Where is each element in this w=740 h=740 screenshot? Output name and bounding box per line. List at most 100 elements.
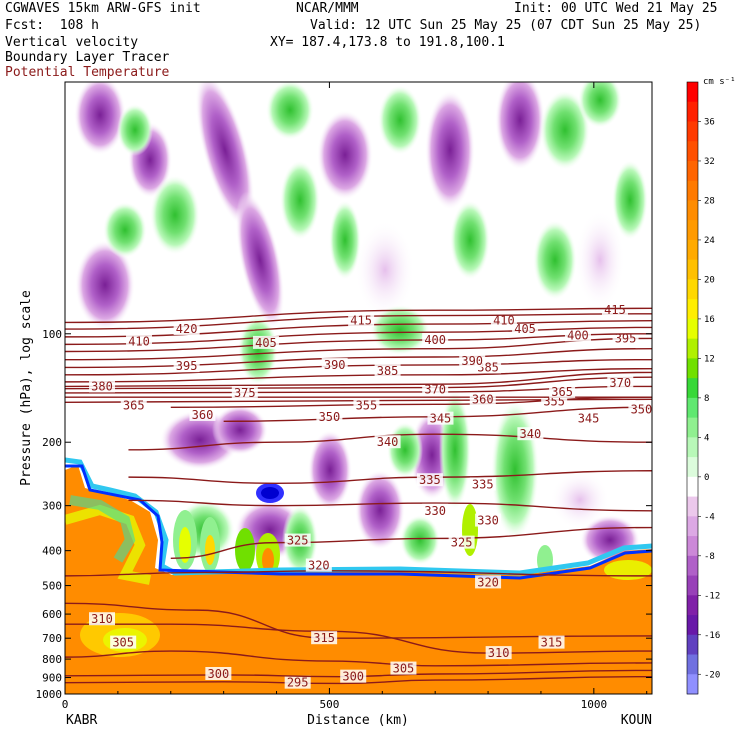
theta-label-bg: [512, 322, 539, 336]
theta-label-bg: [173, 359, 200, 373]
y-tick-label: 900: [42, 672, 62, 685]
theta-label-bg: [110, 635, 137, 649]
theta-contour-370: [65, 376, 652, 390]
theta-contour-label: 300: [342, 670, 364, 684]
theta-label-bg: [575, 411, 602, 425]
colorbar-swatch: [687, 555, 698, 576]
x-axis: 0 500 1000: [62, 82, 648, 711]
theta-label-bg: [284, 533, 311, 547]
colorbar-swatch: [687, 437, 698, 458]
colorbar-label: -4: [704, 512, 715, 522]
theta-contour-label: 330: [477, 514, 499, 528]
theta-label-bg: [126, 334, 153, 348]
theta-contour-label: 395: [176, 359, 198, 373]
colorbar-swatch: [687, 378, 698, 399]
colorbar-label: 36: [704, 117, 715, 127]
colorbar-swatch: [687, 358, 698, 379]
theta-label-bg: [422, 503, 449, 517]
theta-contour-label: 390: [461, 354, 483, 368]
y-tick-label: 400: [42, 545, 62, 558]
colorbar-frame: [686, 81, 699, 695]
y-tick-label: 700: [42, 632, 62, 645]
theta-contour-label: 370: [609, 376, 631, 390]
theta-contour-300: [65, 669, 652, 678]
cross-section-endpoints: XY= 187.4,173.8 to 191.8,100.1: [270, 35, 505, 50]
theta-contour-label: 350: [631, 402, 653, 416]
colorbar-swatch: [687, 516, 698, 537]
colorbar-label: -8: [704, 552, 715, 562]
theta-contour-label: 350: [319, 410, 341, 424]
colorbar-swatch: [687, 536, 698, 557]
theta-contour-315: [65, 602, 652, 639]
theta-contour-label: 420: [176, 322, 198, 336]
colorbar-swatch: [687, 259, 698, 280]
theta-label-bg: [628, 402, 652, 416]
colorbar-swatch: [687, 634, 698, 655]
colorbar-swatch: [687, 476, 698, 497]
theta-contour-label: 380: [91, 379, 113, 393]
theta-contour-label: 310: [488, 646, 510, 660]
colorbar-swatch: [687, 101, 698, 122]
colorbar-swatch: [687, 160, 698, 182]
theta-label-bg: [89, 379, 116, 393]
theta-contour-label: 405: [255, 336, 277, 350]
colorbar-swatch: [687, 338, 698, 359]
theta-contour-label: 360: [472, 392, 494, 406]
model-title: CGWAVES 15km ARW-GFS init: [5, 1, 201, 16]
theta-label-bg: [422, 332, 449, 346]
theta-contour-label: 375: [234, 386, 256, 400]
theta-label-bg: [564, 328, 591, 342]
x-tick-label: 1000: [581, 698, 608, 711]
theta-label-bg: [173, 322, 200, 336]
colorbar-swatch: [687, 615, 698, 636]
theta-contour-label: 365: [123, 398, 145, 412]
theta-contour-label: 335: [419, 473, 441, 487]
colorbar-swatch: [687, 496, 698, 517]
colorbar-swatch: [687, 397, 698, 419]
theta-contour-label: 345: [578, 412, 600, 426]
theta-label-bg: [311, 631, 338, 645]
theta-contour-label: 340: [377, 435, 399, 449]
theta-contour-label: 335: [472, 477, 494, 491]
colorbar-label: 4: [704, 433, 709, 443]
colorbar-swatch: [687, 180, 698, 201]
theta-label-bg: [459, 353, 486, 367]
theta-contour-320: [65, 570, 652, 577]
theta-contour-label: 410: [128, 334, 150, 348]
theta-label-bg: [374, 435, 401, 449]
theta-contour-label: 385: [377, 364, 399, 378]
colorbar-swatch: [687, 318, 698, 340]
theta-label-bg: [422, 382, 449, 396]
theta-contour-label: 415: [604, 303, 626, 317]
colorbar-swatch: [687, 595, 698, 616]
theta-contour-label: 400: [424, 333, 446, 347]
theta-contour-label: 300: [208, 667, 230, 681]
theta-label-bg: [340, 669, 367, 683]
colorbar-swatch: [687, 674, 698, 695]
theta-contour-325: [170, 526, 652, 559]
colorbar: 36 32 28 24 20 16 12 8 4 0 -4 -8 -12 -16 -20: [686, 81, 720, 695]
colorbar-unit: cm s⁻¹: [703, 77, 736, 87]
theta-label-bg: [475, 575, 502, 589]
theta-contour-label: 330: [424, 504, 446, 518]
valid-time: Valid: 12 UTC Sun 25 May 25 (07 CDT Sun …: [310, 18, 702, 33]
theta-contour-label: 320: [308, 559, 330, 573]
theta-contour-label: 340: [520, 427, 542, 441]
colorbar-label: 24: [704, 236, 715, 246]
theta-contour-label: 405: [514, 322, 536, 336]
theta-label-bg: [538, 635, 565, 649]
colorbar-swatch: [687, 220, 698, 241]
colorbar-swatch: [687, 121, 698, 142]
colorbar-label: 20: [704, 275, 715, 285]
theta-contour-335: [128, 470, 652, 484]
x-endpoint-right: KOUN: [621, 713, 652, 728]
colorbar-label: 12: [704, 354, 715, 364]
colorbar-swatch: [687, 279, 698, 300]
colorbar-swatch: [687, 575, 698, 596]
colorbar-label: -12: [704, 591, 720, 601]
theta-contour-label: 370: [424, 383, 446, 397]
theta-contour-label: 355: [356, 398, 378, 412]
colorbar-swatch: [687, 417, 698, 438]
forecast-hour: Fcst: 108 h: [5, 18, 99, 33]
theta-contour-label: 325: [451, 536, 473, 550]
